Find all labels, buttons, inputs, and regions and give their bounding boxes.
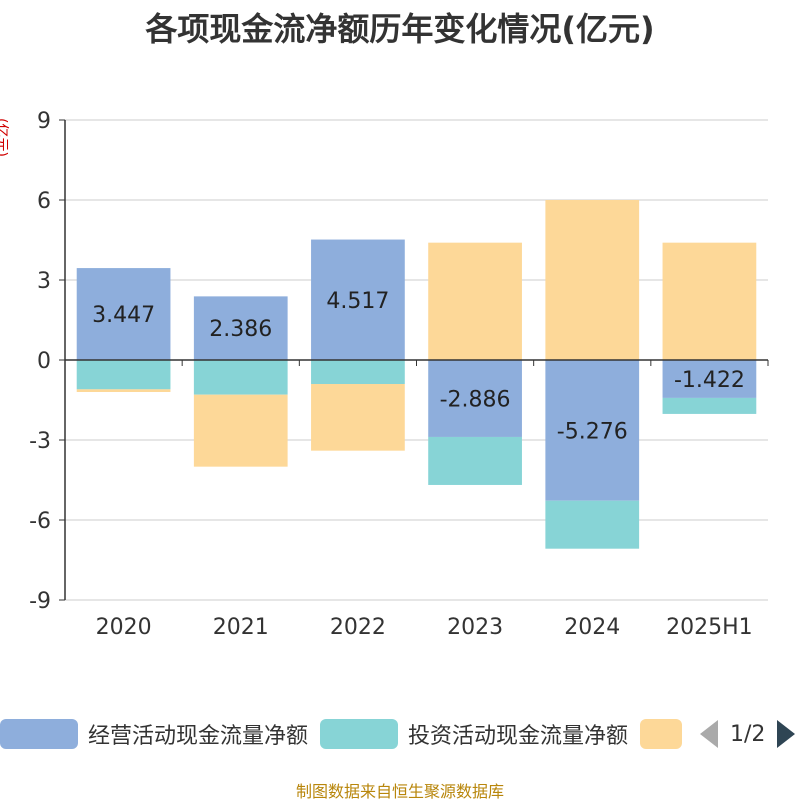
legend-item-financing[interactable]	[640, 712, 682, 756]
data-label: 2.386	[209, 317, 272, 342]
legend-label-operating: 经营活动现金流量净额	[88, 724, 309, 749]
legend-label-investing: 投资活动现金流量净额	[408, 724, 629, 749]
bar-2024-series-1	[545, 500, 640, 549]
data-label: 4.517	[326, 289, 389, 314]
bar-2025H1-series-0	[662, 360, 757, 398]
bar-2025H1-series-1	[662, 397, 757, 414]
x-tick-label: 2020	[96, 615, 152, 640]
bar-2023-series-2	[428, 242, 522, 360]
legend-pager: 1/2	[700, 712, 796, 756]
bar-layer	[76, 200, 757, 549]
legend-swatch-investing	[320, 719, 398, 749]
bar-2023-series-0	[428, 360, 522, 437]
bar-2020-series-0	[76, 268, 171, 360]
bar-2022-series-0	[311, 239, 405, 360]
bar-2021-series-0	[193, 296, 288, 360]
pager-prev-icon[interactable]	[700, 720, 718, 748]
y-tick-label: -3	[29, 429, 51, 454]
y-tick-label: 9	[37, 109, 51, 134]
x-tick-label: 2022	[330, 615, 386, 640]
y-tick-label: -6	[29, 509, 51, 534]
bar-2020-series-1	[76, 360, 171, 390]
bar-2021-series-1	[193, 360, 288, 395]
data-label: -2.886	[440, 387, 511, 412]
x-tick-label: 2023	[447, 615, 503, 640]
y-tick-label: 0	[37, 349, 51, 374]
label-layer: 3.447 2.386 4.517 -2.886 -5.276 -1.422	[92, 289, 745, 445]
axis-layer: 9 6 3 0 -3 -6 -9 2020 2021 2022 2023 2024 2025H1	[29, 109, 769, 640]
legend-swatch-financing	[640, 719, 682, 749]
pager-next-icon[interactable]	[777, 720, 796, 748]
bar-2024-series-0	[545, 360, 640, 501]
x-tick-label: 2025H1	[666, 615, 753, 640]
bar-2023-series-1	[428, 436, 522, 485]
source-note: 制图数据来自恒生聚源数据库	[295, 782, 504, 801]
bar-2025H1-series-2	[662, 242, 757, 360]
bar-chart: 9 6 3 0 -3 -6 -9 2020 2021 2022 2023 2024 2025H1 3.4…	[29, 109, 769, 640]
legend-item-operating[interactable]: 经营活动现金流量净额	[0, 712, 308, 756]
data-label: -1.422	[674, 368, 745, 393]
bar-2020-series-2	[76, 389, 171, 392]
y-tick-label: 6	[37, 189, 51, 214]
legend-swatch-operating	[0, 719, 78, 749]
y-tick-label: 3	[37, 269, 51, 294]
x-tick-label: 2021	[213, 615, 269, 640]
pager-text: 1/2	[730, 721, 766, 747]
bar-2024-series-2	[545, 200, 640, 360]
grid-layer	[65, 119, 768, 601]
bar-2022-series-1	[311, 360, 405, 384]
legend: 经营活动现金流量净额 投资活动现金流量净额 1/2	[0, 712, 800, 756]
data-label: 3.447	[92, 303, 155, 328]
data-label: -5.276	[557, 419, 628, 444]
bar-2021-series-2	[193, 394, 288, 467]
bar-2022-series-2	[311, 384, 405, 451]
legend-item-investing[interactable]: 投资活动现金流量净额	[320, 712, 628, 756]
x-tick-label: 2024	[564, 615, 620, 640]
chart-title: 各项现金流净额历年变化情况(亿元)	[145, 10, 655, 48]
y-tick-label: -9	[29, 589, 51, 614]
